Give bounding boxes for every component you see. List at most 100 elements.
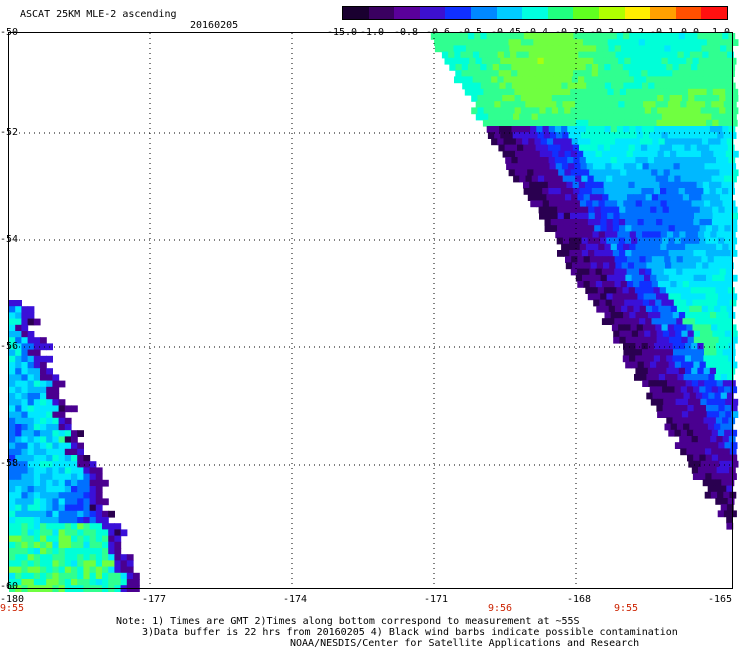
swath-pixel xyxy=(647,367,655,375)
swath-pixel xyxy=(683,76,691,84)
swath-pixel xyxy=(495,119,503,127)
swath-pixel xyxy=(632,268,640,276)
swath-pixel xyxy=(509,76,517,84)
swath-pixel xyxy=(699,442,707,449)
swath-pixel xyxy=(637,274,645,282)
swath-pixel xyxy=(633,138,641,146)
swath-pixel xyxy=(523,157,531,164)
swath-pixel xyxy=(678,355,686,363)
swath-pixel xyxy=(114,529,122,537)
swath-pixel xyxy=(46,455,53,462)
swath-pixel xyxy=(577,256,585,263)
swath-pixel xyxy=(664,392,672,400)
swath-pixel xyxy=(628,70,636,77)
swath-pixel xyxy=(592,231,600,239)
swath-pixel xyxy=(725,39,733,46)
swath-pixel xyxy=(657,95,664,102)
swath-pixel xyxy=(649,237,657,245)
swath-pixel xyxy=(666,243,674,251)
swath-pixel xyxy=(537,57,545,65)
swath-pixel xyxy=(58,566,66,574)
swath-pixel xyxy=(571,194,578,201)
swath-pixel xyxy=(15,523,22,530)
swath-pixel xyxy=(83,529,91,537)
swath-pixel xyxy=(678,188,686,195)
swath-pixel xyxy=(719,95,726,102)
swath-pixel xyxy=(718,212,726,220)
swath-pixel xyxy=(15,442,22,450)
swath-pixel xyxy=(27,448,35,456)
swath-pixel xyxy=(649,299,656,307)
swath-pixel xyxy=(83,554,91,561)
swath-pixel xyxy=(577,268,584,276)
swath-pixel xyxy=(46,448,53,456)
swath-pixel xyxy=(662,250,670,257)
swath-pixel xyxy=(591,144,599,152)
swath-pixel xyxy=(626,107,633,115)
swath-pixel xyxy=(554,188,562,195)
swath-pixel xyxy=(693,386,700,394)
swath-pixel xyxy=(506,132,514,139)
swath-pixel xyxy=(717,473,725,480)
swath-pixel xyxy=(564,169,572,177)
swath-pixel xyxy=(651,169,658,177)
swath-pixel xyxy=(471,39,479,46)
swath-pixel xyxy=(513,175,520,183)
swath-pixel xyxy=(631,336,639,344)
swath-pixel xyxy=(114,535,122,543)
swath-pixel xyxy=(693,206,701,214)
swath-pixel xyxy=(498,70,506,77)
swath-pixel xyxy=(564,88,571,96)
swath-pixel xyxy=(727,181,735,189)
swath-pixel xyxy=(611,132,619,139)
swath-pixel xyxy=(545,169,553,177)
swath-pixel xyxy=(722,380,730,387)
swath-pixel xyxy=(714,305,721,313)
swath-pixel xyxy=(633,45,641,53)
swath-pixel xyxy=(666,231,674,239)
swath-pixel xyxy=(567,64,574,71)
swath-pixel xyxy=(77,479,84,487)
swath-pixel xyxy=(651,150,659,158)
swath-pixel xyxy=(530,200,538,208)
swath-pixel xyxy=(533,150,541,158)
swath-pixel xyxy=(120,579,128,586)
swath-pixel xyxy=(644,206,651,214)
swath-pixel xyxy=(637,293,645,301)
swath-pixel xyxy=(114,541,122,549)
swath-pixel xyxy=(602,256,609,263)
swath-pixel xyxy=(680,57,687,65)
swath-pixel xyxy=(565,262,573,270)
swath-pixel xyxy=(64,535,72,543)
swath-pixel xyxy=(622,64,630,71)
swath-pixel xyxy=(717,57,725,65)
swath-pixel xyxy=(551,107,559,115)
swath-pixel xyxy=(665,262,672,270)
swath-pixel xyxy=(52,560,60,568)
swath-pixel xyxy=(666,70,673,77)
swath-pixel xyxy=(650,206,657,214)
swath-pixel xyxy=(620,150,628,158)
swath-pixel xyxy=(726,485,734,493)
swath-pixel xyxy=(568,163,575,170)
swath-pixel xyxy=(672,157,680,164)
swath-pixel xyxy=(515,138,523,146)
swath-pixel xyxy=(656,405,664,412)
swath-pixel xyxy=(625,330,633,338)
swath-pixel xyxy=(618,113,626,121)
swath-pixel xyxy=(592,200,600,208)
swath-pixel xyxy=(541,181,549,189)
swath-pixel xyxy=(718,454,725,462)
swath-pixel xyxy=(33,510,41,518)
swath-pixel xyxy=(662,330,670,338)
swath-pixel xyxy=(33,343,41,351)
swath-pixel xyxy=(695,392,703,400)
swath-pixel xyxy=(89,486,97,493)
swath-pixel xyxy=(514,88,522,96)
swath-pixel xyxy=(449,64,457,71)
swath-pixel xyxy=(681,405,688,412)
swath-pixel xyxy=(698,448,706,456)
swath-pixel xyxy=(645,256,653,263)
swath-pixel xyxy=(567,200,575,208)
swath-pixel xyxy=(58,523,66,530)
